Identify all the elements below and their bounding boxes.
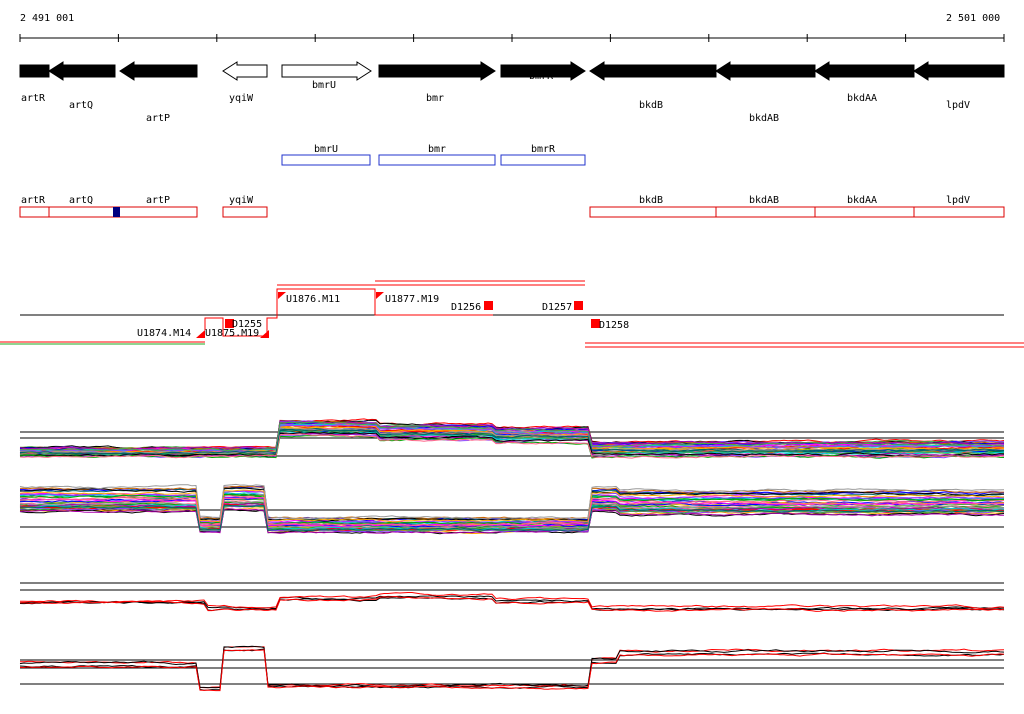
profile-line: [19, 424, 1005, 453]
gene-arrow-bmrr: [500, 61, 586, 81]
feature-marker-u1876-m11: [278, 292, 286, 299]
blue-label-bmrr: bmrR: [531, 144, 556, 155]
feature-marker-u1874-m14: [196, 330, 205, 338]
feature-label-u1874-m14: U1874.M14: [137, 328, 191, 339]
feature-marker-u1877-m19: [376, 292, 384, 299]
feature-marker-u1875-m19: [260, 330, 269, 338]
lower-averages: [19, 645, 1005, 692]
upper-averages: [19, 592, 1005, 612]
feature-label-d1258: D1258: [599, 320, 629, 331]
gene-arrow-artp: [119, 61, 198, 81]
blue-label-bmr: bmr: [428, 144, 446, 155]
profile-line: [19, 595, 1005, 612]
profile-line: [20, 645, 1005, 689]
feature-label-d1255: D1255: [232, 319, 262, 330]
profile-line: [19, 592, 1005, 610]
blue-box-bmrr: [500, 154, 586, 166]
gene-label-bmrr: bmrR: [529, 71, 554, 82]
gene-label-bmr: bmr: [426, 93, 444, 104]
blue-label-bmru: bmrU: [314, 144, 338, 155]
gene-label-yqiw: yqiW: [229, 93, 254, 104]
feature-marker-d1255: [225, 319, 234, 328]
gene-label-lpdv: lpdV: [946, 100, 970, 111]
feature-label-d1256: D1256: [451, 302, 481, 313]
gene-arrow-artq: [48, 61, 116, 81]
red-annotation-track: artR artQ artP yqiW bkdB bkdAB bkdAA lpdV: [19, 195, 1005, 218]
profile-line: [19, 504, 1005, 532]
feature-label-u1875-m19: U1875.M19: [205, 328, 259, 339]
blue-box-bmru: [281, 154, 371, 166]
profile-line: [19, 493, 1005, 525]
gene-arrow-track: artR artQ artP yqiW bmrU bmr bmrR bkdB bkdAB bkdA…: [19, 61, 1005, 124]
red-box-bkdaa: [814, 206, 915, 218]
red-label-artr: artR: [21, 195, 46, 206]
gene-label-bkdaa: bkdAA: [847, 93, 877, 104]
red-box-artp: [114, 206, 198, 218]
gene-arrow-bmru: [281, 61, 372, 81]
gene-label-artr: artR: [21, 93, 46, 104]
lower-profiles: [19, 483, 1005, 535]
blue-annotation-track: bmrU bmr bmrR: [281, 144, 586, 166]
feature-label-d1257: D1257: [542, 302, 572, 313]
gene-arrow-bkdb: [589, 61, 717, 81]
red-label-yqiw: yqiW: [229, 195, 254, 206]
profile-line: [19, 483, 1005, 520]
gene-label-bkdb: bkdB: [639, 100, 663, 111]
ruler: [19, 34, 1005, 42]
profile-line: [19, 500, 1005, 530]
profile-line: [19, 489, 1005, 523]
feature-label-u1877-m19: U1877.M19: [385, 294, 439, 305]
profile-line: [19, 645, 1005, 689]
feature-marker-d1257: [574, 301, 583, 310]
red-label-bkdb: bkdB: [639, 195, 663, 206]
dark-marker: [113, 207, 120, 217]
start-coordinate: 2 491 001: [20, 13, 75, 24]
gene-label-bkdab: bkdAB: [749, 113, 779, 124]
profile-line: [19, 428, 1005, 455]
gene-label-bmru: bmrU: [312, 80, 336, 91]
red-box-artr: [19, 206, 50, 218]
gene-label-artp: artP: [146, 113, 170, 124]
gene-arrow-yqiw: [222, 61, 268, 81]
gene-arrow-artr: [19, 64, 50, 78]
blue-box-bmr: [378, 154, 496, 166]
gene-arrow-bkdab: [715, 61, 816, 81]
red-box-yqiw: [222, 206, 268, 218]
red-box-bkdb: [589, 206, 717, 218]
profile-line: [19, 421, 1005, 452]
upper-profiles: [19, 418, 1005, 459]
gene-arrow-lpdv: [913, 61, 1005, 81]
red-label-bkdab: bkdAB: [749, 195, 779, 206]
red-box-artq: [48, 206, 116, 218]
red-box-bkdab: [715, 206, 816, 218]
feature-marker-d1258: [591, 319, 600, 328]
profile-line: [20, 496, 1005, 527]
feature-label-u1876-m11: U1876.M11: [286, 294, 340, 305]
red-box-lpdv: [913, 206, 1005, 218]
expression-profile-tracks: [19, 418, 1005, 692]
red-label-lpdv: lpdV: [946, 195, 970, 206]
profile-line: [19, 649, 1005, 692]
end-coordinate: 2 501 000: [946, 13, 1001, 24]
gene-label-artq: artQ: [69, 100, 93, 111]
profile-line: [19, 431, 1005, 458]
transcript-path: [204, 288, 493, 337]
red-label-artp: artP: [146, 195, 170, 206]
red-label-artq: artQ: [69, 195, 93, 206]
profile-line: [19, 433, 1005, 459]
feature-marker-d1256: [484, 301, 493, 310]
red-label-bkdaa: bkdAA: [847, 195, 877, 206]
profile-line: [19, 494, 1005, 526]
gene-arrow-bkdaa: [814, 61, 915, 81]
profile-line: [19, 502, 1005, 532]
gene-arrow-bmr: [378, 61, 496, 81]
profile-line: [20, 504, 1005, 532]
